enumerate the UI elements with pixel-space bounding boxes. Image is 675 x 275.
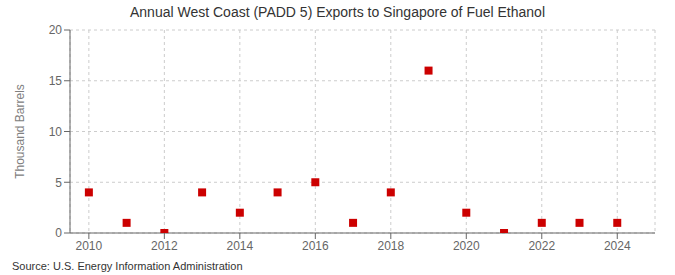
svg-text:2020: 2020 [453, 239, 480, 253]
svg-text:2024: 2024 [604, 239, 631, 253]
html-text:Annual West Coast (PADD 5) Exp: Annual West Coast (PADD 5) Exports to Si… [130, 4, 545, 20]
svg-text:20: 20 [49, 24, 63, 37]
svg-text:10: 10 [49, 125, 63, 139]
svg-text:2018: 2018 [377, 239, 404, 253]
svg-text:0: 0 [55, 226, 62, 240]
svg-text:2010: 2010 [76, 239, 103, 253]
svg-text:Thousand Barrels: Thousand Barrels [13, 84, 27, 179]
svg-text:2012: 2012 [151, 239, 178, 253]
svg-text:2022: 2022 [528, 239, 555, 253]
svg-text:5: 5 [55, 176, 62, 190]
svg-text:2016: 2016 [302, 239, 329, 253]
html-text:Source: U.S. Energy Informatio: Source: U.S. Energy Information Administ… [12, 260, 243, 272]
svg-text:2014: 2014 [226, 239, 253, 253]
svg-text:15: 15 [49, 74, 63, 88]
